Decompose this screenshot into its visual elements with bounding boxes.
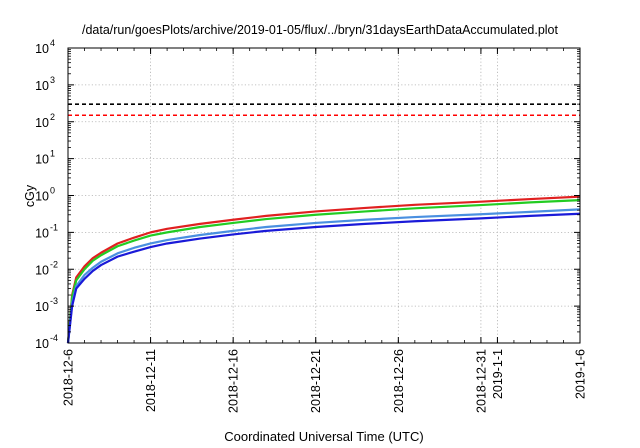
series-lines xyxy=(66,195,581,344)
x-tick-labels: 2018-12-6 2018-12-11 2018-12-16 2018-12-21 2… xyxy=(62,349,588,413)
y-tick-exponent: -2 xyxy=(50,259,58,269)
x-tick-label: 2019-1-6 xyxy=(574,349,588,399)
y-tick-exponent: 0 xyxy=(50,186,55,196)
x-tick-label: 2018-12-16 xyxy=(227,349,241,413)
y-tick-label: 10 -2 xyxy=(35,259,58,277)
y-tick-label: 10 -1 xyxy=(35,222,58,240)
x-tick-label: 2018-12-21 xyxy=(309,349,323,413)
y-tick-label: 10 3 xyxy=(35,75,55,93)
y-tick-base: 10 xyxy=(35,337,49,351)
y-tick-exponent: 1 xyxy=(50,149,55,159)
y-tick-label: 10 2 xyxy=(35,112,55,130)
y-tick-label: 10 4 xyxy=(35,38,55,56)
x-axis-label: Coordinated Universal Time (UTC) xyxy=(224,429,423,444)
chart-title: /data/run/goesPlots/archive/2019-01-05/f… xyxy=(82,23,558,37)
y-tick-label: 10 -3 xyxy=(35,296,58,314)
threshold-lines xyxy=(68,103,580,117)
y-axis-label: cGy xyxy=(23,184,37,207)
y-tick-label: 10 0 xyxy=(35,186,55,204)
series-line xyxy=(66,208,581,344)
y-tick-exponent: -3 xyxy=(50,296,58,306)
series-line xyxy=(66,195,581,344)
y-tick-base: 10 xyxy=(35,153,49,167)
y-tick-exponent: -1 xyxy=(50,222,58,232)
y-tick-base: 10 xyxy=(35,116,49,130)
y-tick-label: 10 -4 xyxy=(35,333,58,351)
y-tick-exponent: 2 xyxy=(50,112,55,122)
y-tick-label: 10 1 xyxy=(35,149,55,167)
x-tick-label: 2018-12-26 xyxy=(392,349,406,413)
axis-ticks xyxy=(67,47,581,344)
y-tick-base: 10 xyxy=(35,79,49,93)
y-tick-exponent: -4 xyxy=(50,333,58,343)
x-tick-label: 2019-1-1 xyxy=(491,349,505,399)
grid xyxy=(68,48,580,343)
series-line xyxy=(66,199,581,344)
x-tick-label: 2018-12-11 xyxy=(144,349,158,412)
y-tick-base: 10 xyxy=(35,300,49,314)
series-line xyxy=(66,212,581,344)
y-tick-exponent: 3 xyxy=(50,75,55,85)
y-tick-base: 10 xyxy=(35,190,49,204)
y-tick-base: 10 xyxy=(35,263,49,277)
y-tick-base: 10 xyxy=(35,42,49,56)
x-tick-label: 2018-12-6 xyxy=(62,349,76,406)
y-tick-base: 10 xyxy=(35,226,49,240)
x-tick-label: 2018-12-31 xyxy=(474,349,488,413)
y-tick-exponent: 4 xyxy=(50,38,55,48)
